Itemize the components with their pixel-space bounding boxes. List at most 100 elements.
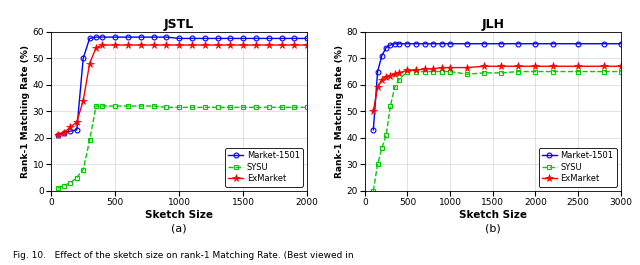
Market-1501 bbox=[73, 128, 81, 131]
Title: JLH: JLH bbox=[481, 18, 504, 31]
Market-1501 bbox=[252, 37, 260, 40]
ExMarket bbox=[278, 43, 285, 47]
SYSU bbox=[111, 104, 119, 108]
Market-1501 bbox=[387, 43, 394, 47]
Market-1501 bbox=[395, 42, 403, 45]
SYSU bbox=[404, 70, 412, 73]
Market-1501 bbox=[214, 37, 221, 40]
ExMarket bbox=[617, 65, 625, 68]
Market-1501 bbox=[481, 42, 488, 45]
X-axis label: Sketch Size: Sketch Size bbox=[145, 210, 213, 219]
ExMarket bbox=[481, 65, 488, 68]
Market-1501 bbox=[446, 42, 454, 45]
Market-1501 bbox=[265, 37, 273, 40]
SYSU bbox=[374, 163, 381, 166]
SYSU bbox=[463, 73, 471, 76]
SYSU bbox=[369, 189, 377, 192]
ExMarket bbox=[163, 43, 170, 47]
ExMarket bbox=[395, 71, 403, 74]
SYSU bbox=[214, 106, 221, 109]
Market-1501 bbox=[86, 37, 93, 40]
SYSU bbox=[438, 70, 445, 73]
SYSU bbox=[378, 147, 386, 150]
SYSU bbox=[137, 104, 145, 108]
ExMarket bbox=[548, 65, 556, 68]
Market-1501 bbox=[303, 37, 311, 40]
ExMarket bbox=[463, 66, 471, 69]
Market-1501 bbox=[60, 131, 68, 134]
Market-1501 bbox=[369, 128, 377, 131]
SYSU bbox=[163, 106, 170, 109]
ExMarket bbox=[369, 110, 377, 113]
ExMarket bbox=[239, 43, 247, 47]
Market-1501 bbox=[291, 37, 298, 40]
ExMarket bbox=[429, 67, 437, 70]
SYSU bbox=[73, 176, 81, 179]
ExMarket bbox=[111, 43, 119, 47]
SYSU bbox=[481, 71, 488, 74]
ExMarket bbox=[446, 66, 454, 69]
SYSU bbox=[291, 106, 298, 109]
ExMarket bbox=[404, 69, 412, 72]
ExMarket bbox=[201, 43, 209, 47]
Market-1501 bbox=[532, 42, 540, 45]
ExMarket bbox=[188, 43, 196, 47]
SYSU bbox=[124, 104, 132, 108]
Y-axis label: Rank-1 Matching Rate (%): Rank-1 Matching Rate (%) bbox=[335, 45, 344, 178]
Market-1501 bbox=[99, 36, 106, 39]
ExMarket bbox=[227, 43, 234, 47]
ExMarket bbox=[54, 134, 61, 137]
Line: Market-1501: Market-1501 bbox=[371, 41, 623, 132]
SYSU bbox=[150, 104, 157, 108]
Market-1501 bbox=[617, 42, 625, 45]
Market-1501 bbox=[175, 37, 183, 40]
SYSU bbox=[99, 104, 106, 108]
Market-1501 bbox=[515, 42, 522, 45]
SYSU bbox=[429, 70, 437, 73]
Legend: Market-1501, SYSU, ExMarket: Market-1501, SYSU, ExMarket bbox=[225, 148, 303, 187]
Line: SYSU: SYSU bbox=[371, 69, 623, 193]
ExMarket bbox=[374, 86, 381, 89]
ExMarket bbox=[378, 78, 386, 81]
Line: Market-1501: Market-1501 bbox=[55, 35, 310, 138]
SYSU bbox=[387, 104, 394, 108]
Market-1501 bbox=[438, 42, 445, 45]
Market-1501 bbox=[391, 42, 399, 45]
SYSU bbox=[382, 134, 390, 137]
SYSU bbox=[420, 70, 428, 73]
ExMarket bbox=[67, 126, 74, 129]
Market-1501 bbox=[600, 42, 607, 45]
SYSU bbox=[252, 106, 260, 109]
Market-1501 bbox=[404, 42, 412, 45]
SYSU bbox=[574, 70, 582, 73]
SYSU bbox=[303, 106, 311, 109]
ExMarket bbox=[497, 65, 505, 68]
SYSU bbox=[92, 104, 100, 108]
Market-1501 bbox=[374, 70, 381, 73]
ExMarket bbox=[532, 65, 540, 68]
SYSU bbox=[497, 71, 505, 74]
SYSU bbox=[67, 181, 74, 184]
ExMarket bbox=[265, 43, 273, 47]
Market-1501 bbox=[54, 134, 61, 137]
Text: (a): (a) bbox=[172, 224, 187, 234]
ExMarket bbox=[92, 46, 100, 49]
Title: JSTL: JSTL bbox=[164, 18, 195, 31]
Market-1501 bbox=[497, 42, 505, 45]
SYSU bbox=[278, 106, 285, 109]
ExMarket bbox=[79, 99, 87, 102]
SYSU bbox=[265, 106, 273, 109]
SYSU bbox=[201, 106, 209, 109]
ExMarket bbox=[420, 67, 428, 70]
Market-1501 bbox=[137, 36, 145, 39]
Y-axis label: Rank-1 Matching Rate (%): Rank-1 Matching Rate (%) bbox=[21, 45, 30, 178]
SYSU bbox=[60, 184, 68, 187]
ExMarket bbox=[214, 43, 221, 47]
ExMarket bbox=[150, 43, 157, 47]
Market-1501 bbox=[111, 36, 119, 39]
SYSU bbox=[548, 70, 556, 73]
SYSU bbox=[239, 106, 247, 109]
SYSU bbox=[446, 70, 454, 73]
SYSU bbox=[54, 187, 61, 190]
Market-1501 bbox=[227, 37, 234, 40]
